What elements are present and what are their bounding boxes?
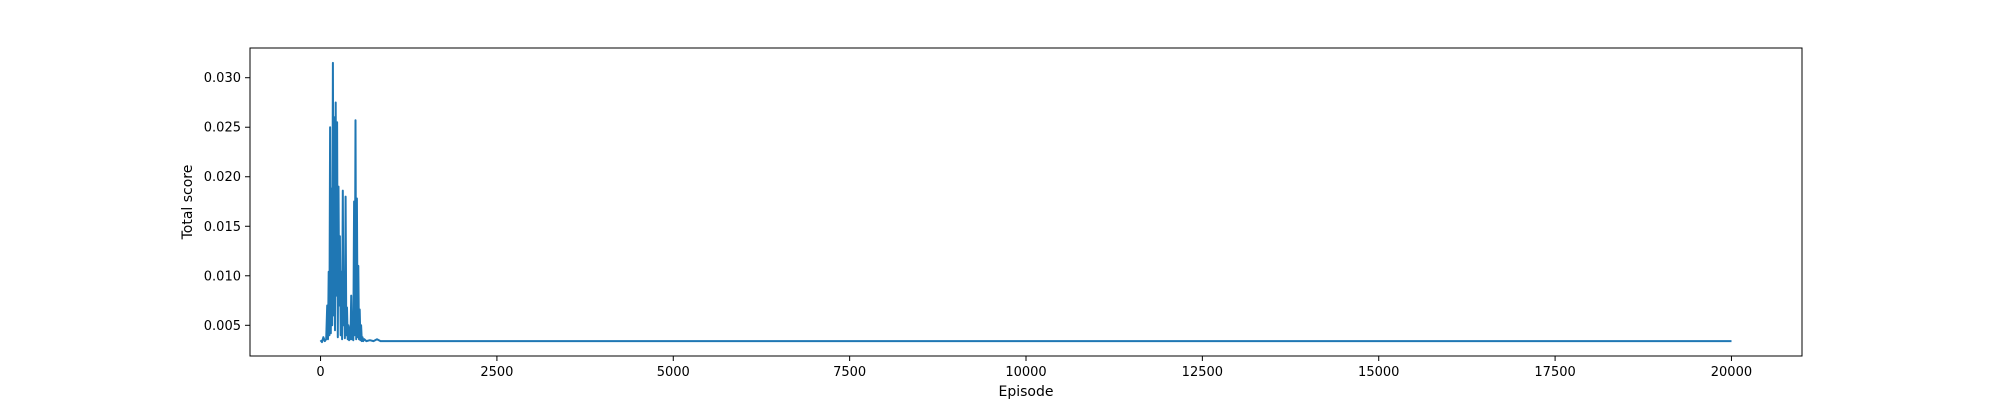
x-axis-label: Episode: [999, 384, 1054, 400]
y-tick-label: 0.015: [204, 220, 241, 235]
y-tick-label: 0.030: [204, 71, 241, 86]
y-tick-label: 0.025: [204, 121, 241, 136]
y-tick-label: 0.020: [204, 170, 241, 185]
x-tick-label: 12500: [1182, 365, 1223, 380]
x-tick-label: 17500: [1534, 365, 1575, 380]
x-tick-label: 15000: [1358, 365, 1399, 380]
x-tick-label: 7500: [833, 365, 866, 380]
x-tick-label: 5000: [657, 365, 690, 380]
plot-area: [249, 47, 1803, 357]
y-axis: 0.005 0.010 0.015 0.020 0.025 0.030: [204, 71, 250, 334]
x-axis: 0 2500 5000 7500 10000 12500 15000 17500 20000: [316, 356, 1752, 380]
x-tick-label: 0: [316, 365, 324, 380]
x-tick-label: 2500: [480, 365, 513, 380]
y-axis-label: Total score: [180, 165, 196, 241]
y-tick-label: 0.010: [204, 269, 241, 284]
y-tick-label: 0.005: [204, 319, 241, 334]
x-tick-label: 10000: [1005, 365, 1046, 380]
series-line-total-score: [319, 61, 1732, 344]
x-tick-label: 20000: [1711, 365, 1752, 380]
plot-frame: [249, 47, 1803, 357]
